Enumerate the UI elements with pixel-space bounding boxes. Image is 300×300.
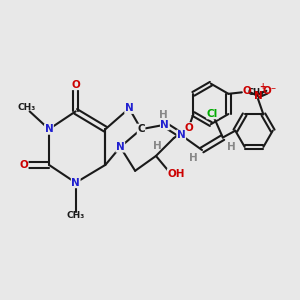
Text: CH₃: CH₃ — [247, 88, 264, 97]
Text: CH₃: CH₃ — [67, 212, 85, 220]
Text: N: N — [125, 103, 134, 113]
Text: H: H — [227, 142, 236, 152]
Text: N: N — [177, 130, 186, 140]
Text: CH₃: CH₃ — [17, 103, 36, 112]
Text: N: N — [160, 120, 169, 130]
Text: N: N — [254, 91, 262, 101]
Text: H: H — [153, 140, 162, 151]
Text: H: H — [189, 153, 198, 163]
Text: O: O — [243, 86, 251, 96]
Text: +: + — [259, 82, 265, 91]
Text: OH: OH — [167, 169, 185, 179]
Text: O: O — [184, 123, 193, 133]
Text: N: N — [71, 178, 80, 188]
Text: O: O — [19, 160, 28, 170]
Text: O⁻: O⁻ — [263, 86, 277, 96]
Text: N: N — [116, 142, 125, 152]
Text: C: C — [137, 124, 145, 134]
Text: N: N — [45, 124, 53, 134]
Text: Cl: Cl — [207, 109, 218, 119]
Text: O: O — [71, 80, 80, 90]
Text: H: H — [159, 110, 168, 120]
